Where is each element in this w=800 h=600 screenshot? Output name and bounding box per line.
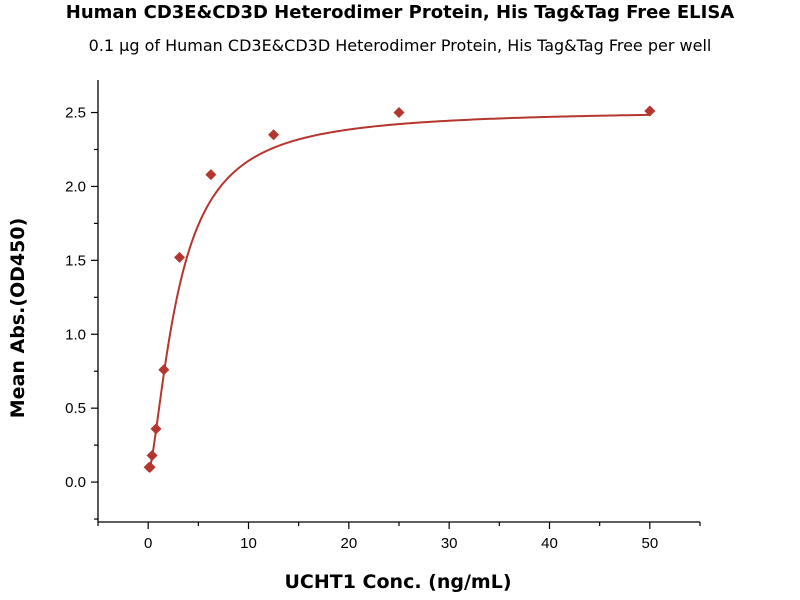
y-tick-label: 1.5 [65,252,86,269]
y-tick-label: 1.0 [65,326,86,343]
data-point [268,129,280,141]
data-point [205,169,217,181]
x-tick-label: 0 [144,535,152,552]
y-tick-label: 2.0 [65,178,86,195]
data-point [393,107,405,119]
x-tick-label: 40 [541,535,558,552]
data-point [174,251,186,263]
data-points [143,105,656,473]
y-axis-title: Mean Abs.(OD450) [7,218,29,419]
x-tick-label: 50 [641,535,658,552]
y-tick-label: 2.5 [65,105,86,122]
x-tick-label: 20 [340,535,357,552]
y-tick-label: 0.0 [65,474,86,491]
fit-curve [148,113,650,472]
y-tick-label: 0.5 [65,400,86,417]
axes [97,80,700,523]
x-tick-label: 10 [240,535,257,552]
data-point [150,423,162,435]
x-tick-label: 30 [441,535,458,552]
data-point [144,461,156,473]
data-point [644,105,656,117]
data-point [146,449,158,461]
x-axis-title: UCHT1 Conc. (ng/mL) [284,571,511,593]
x-axis-ticks: 0 10 20 30 40 50 [97,522,701,552]
data-point [158,364,170,376]
chart-title: Human CD3E&CD3D Heterodimer Protein, His… [65,2,735,23]
chart-subtitle: 0.1 μg of Human CD3E&CD3D Heterodimer Pr… [88,36,712,55]
y-axis-ticks: 0.0 0.5 1.0 1.5 2.0 2.5 [65,105,98,520]
